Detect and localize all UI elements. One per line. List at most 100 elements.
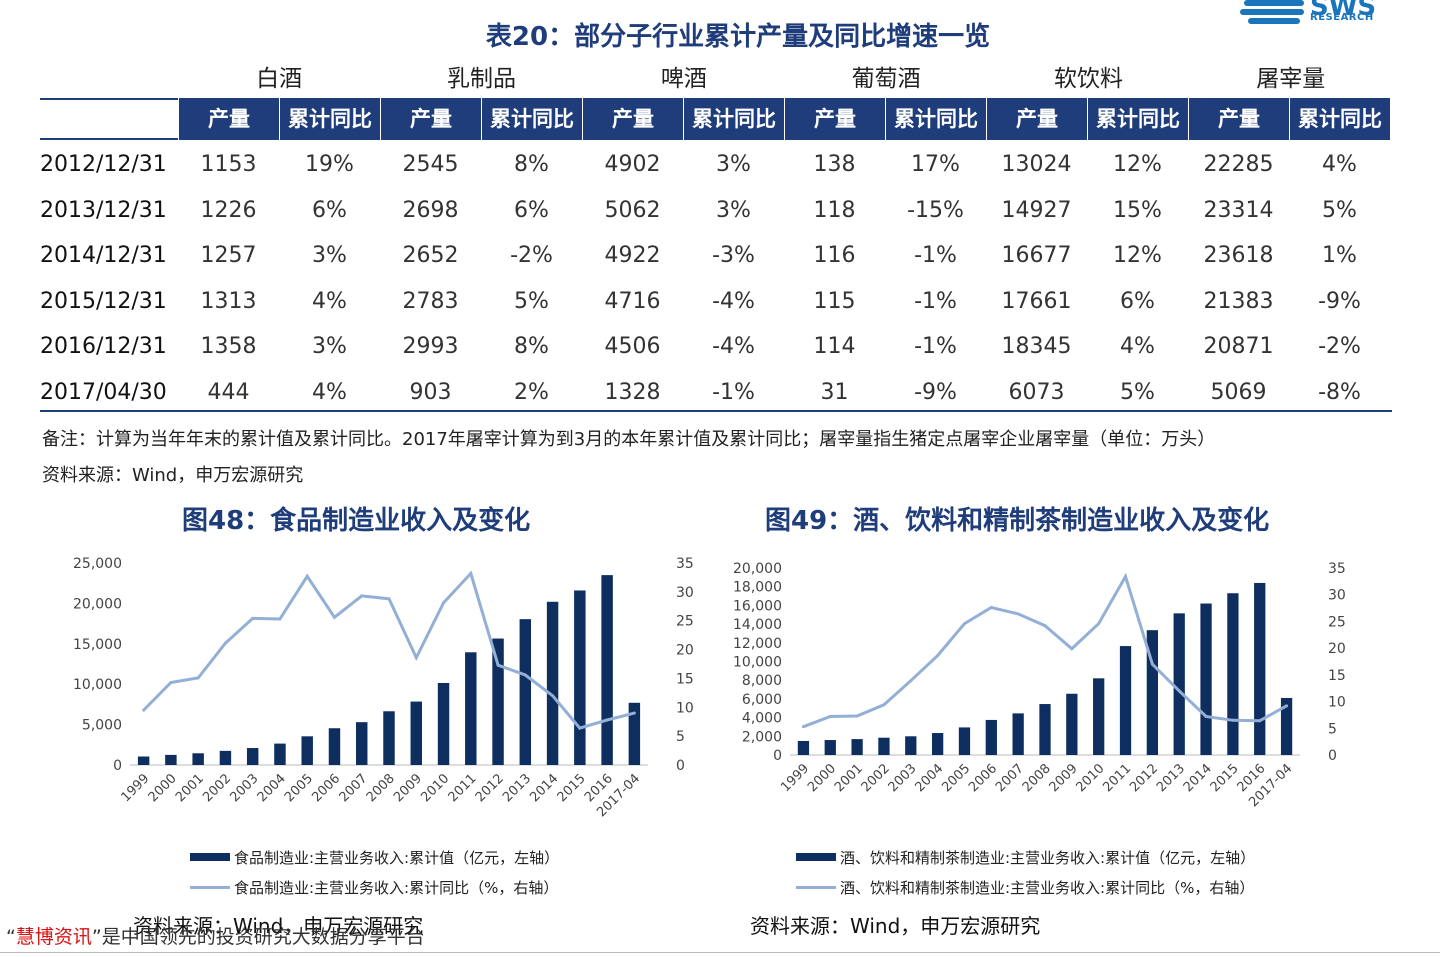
- bar: [931, 733, 944, 755]
- line-point: [551, 694, 555, 698]
- y-right-tick-label: 35: [1328, 561, 1345, 577]
- bar: [356, 722, 368, 765]
- bar: [546, 601, 559, 765]
- table-cell: 1257: [200, 243, 257, 269]
- table-cell: -2%: [1318, 334, 1361, 360]
- y-left-tick-label: 12,000: [733, 636, 782, 652]
- bar: [219, 750, 232, 765]
- line-point: [496, 663, 500, 667]
- table-cell: 3%: [312, 243, 347, 269]
- table-cell: 5069: [1210, 379, 1267, 405]
- bar: [574, 590, 586, 765]
- line-point: [936, 654, 940, 658]
- x-tick-label: 2000: [805, 761, 839, 795]
- bar: [985, 719, 997, 755]
- y-left-tick-label: 2,000: [742, 729, 782, 745]
- line-point: [414, 656, 418, 660]
- bar: [824, 740, 836, 755]
- subheader-cell: 累计同比: [683, 98, 784, 140]
- line-point: [1177, 689, 1181, 693]
- table-cell: 3%: [716, 197, 751, 223]
- bar: [437, 682, 450, 765]
- table-cell: 6%: [1120, 288, 1155, 314]
- table-row: 2014/12/31 1257 3% 2652 -2% 4922 -3% 116 -1% 1667…: [40, 233, 1392, 279]
- legend-bar-swatch: [796, 853, 836, 861]
- x-tick-label: 2015: [1208, 761, 1242, 795]
- y-left-tick-label: 8,000: [742, 673, 782, 689]
- y-left-tick-label: 25,000: [73, 556, 122, 572]
- line-point: [882, 703, 886, 707]
- row-date: 2012/12/31: [40, 152, 167, 178]
- bar: [601, 575, 613, 765]
- x-tick-label: 2009: [391, 771, 425, 805]
- subheader-cell: 累计同比: [481, 98, 582, 140]
- table-cell: 5%: [1322, 197, 1357, 223]
- line-point: [523, 673, 527, 677]
- line-point: [278, 617, 282, 621]
- group-header: 屠宰量: [1256, 66, 1326, 92]
- bar: [1066, 693, 1078, 755]
- subheader-cell: 产量: [582, 98, 683, 140]
- line-point: [223, 641, 227, 645]
- y-right-tick-label: 15: [676, 671, 694, 687]
- y-right-tick-label: 5: [1328, 721, 1337, 737]
- table-title: 表20：部分子行业累计产量及同比增速一览: [485, 22, 991, 52]
- x-tick-label: 2015: [555, 771, 589, 805]
- bar: [192, 753, 204, 765]
- table-cell: 17661: [1001, 288, 1072, 314]
- x-tick-label: 2013: [500, 771, 534, 805]
- y-right-tick-label: 0: [1328, 748, 1337, 764]
- table-cell: 1358: [200, 334, 257, 360]
- y-left-tick-label: 6,000: [742, 692, 782, 708]
- legend-bar-label: 食品制造业:主营业务收入:累计值（亿元，左轴）: [234, 848, 560, 867]
- chart48-title: 图48：食品制造业收入及变化: [182, 506, 531, 536]
- logo-subtext: RESEARCH: [1310, 12, 1374, 23]
- bar: [328, 728, 341, 765]
- legend-line-label: 酒、饮料和精制茶制造业:主营业务收入:累计同比（%，右轴）: [840, 878, 1255, 897]
- y-right-tick-label: 25: [676, 614, 694, 630]
- line-point: [142, 708, 146, 712]
- x-tick-label: 2010: [1074, 761, 1108, 795]
- bar: [1039, 704, 1051, 755]
- line-point: [387, 597, 391, 601]
- y-left-tick-label: 10,000: [733, 655, 782, 671]
- subheader-cell: 产量: [1188, 98, 1289, 140]
- table-cell: 13024: [1001, 152, 1072, 178]
- table-cell: 8%: [514, 152, 549, 178]
- row-date: 2017/04/30: [40, 379, 167, 405]
- table-cell: -1%: [914, 243, 957, 269]
- bar: [905, 736, 917, 755]
- chart49-source: 资料来源：Wind，申万宏源研究: [750, 914, 1041, 938]
- y-right-tick-label: 5: [676, 729, 685, 745]
- bar: [137, 756, 150, 765]
- y-right-tick-label: 10: [1328, 695, 1345, 711]
- chart48-legend: 食品制造业:主营业务收入:累计值（亿元，左轴） 食品制造业:主营业务收入:累计同…: [190, 842, 559, 902]
- table-cell: 2545: [402, 152, 459, 178]
- line-point: [1285, 704, 1289, 708]
- subheader-cell: 产量: [178, 98, 279, 140]
- y-left-tick-label: 4,000: [742, 711, 782, 727]
- bar: [1012, 713, 1024, 755]
- logo-text: SWS: [1310, 0, 1377, 22]
- table-cell: 19%: [305, 152, 354, 178]
- table-row: 2017/04/30 444 4% 903 2% 1328 -1% 31 -9% 6073 5% 50…: [40, 370, 1392, 416]
- header-blank: [40, 98, 178, 140]
- footer-text: “慧博资讯”是中国领先的投资研究大数据分享平台: [6, 922, 425, 949]
- line-point: [605, 718, 609, 722]
- table-cell: 31: [820, 379, 849, 405]
- line-point: [578, 726, 582, 730]
- table-cell: -1%: [914, 288, 957, 314]
- x-tick-label: 1999: [778, 761, 812, 795]
- line-point: [962, 622, 966, 626]
- table-cell: 8%: [514, 334, 549, 360]
- table-cell: 12%: [1113, 152, 1162, 178]
- x-tick-label: 2012: [473, 771, 507, 805]
- x-tick-label: 2007: [337, 771, 371, 805]
- table-cell: 21383: [1203, 288, 1274, 314]
- x-tick-label: 2004: [912, 761, 946, 795]
- x-tick-label: 2001: [832, 761, 866, 795]
- x-tick-label: 2011: [1100, 761, 1134, 795]
- table-cell: -1%: [712, 379, 755, 405]
- legend-bar-swatch: [190, 853, 230, 861]
- line-point: [632, 711, 636, 715]
